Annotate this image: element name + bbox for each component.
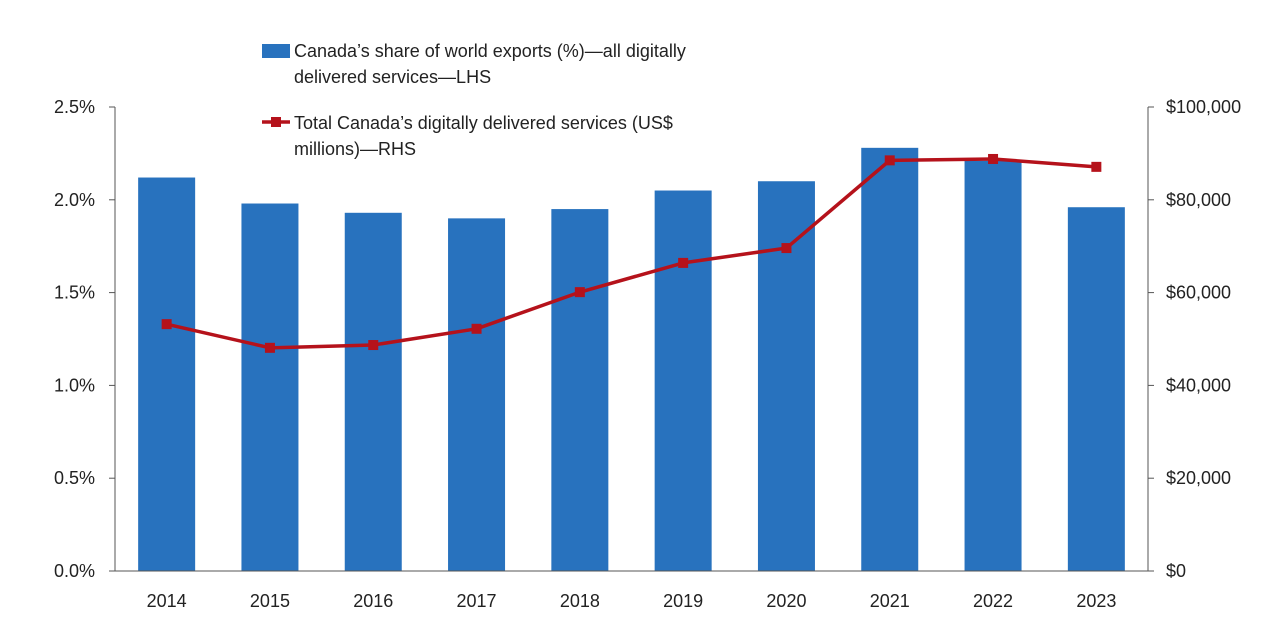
x-tick-label: 2018 [560, 591, 600, 611]
x-tick-label: 2017 [457, 591, 497, 611]
bar-2020 [757, 181, 815, 572]
right-tick-label: $80,000 [1166, 190, 1231, 210]
x-tick-label: 2016 [353, 591, 393, 611]
line-marker-2019 [678, 257, 689, 268]
x-tick-label: 2015 [250, 591, 290, 611]
legend-label-bar-line1: Canada’s share of world exports (%)—all … [294, 41, 686, 61]
legend-label-bar-line2: delivered services—LHS [294, 67, 491, 87]
x-tick-label: 2023 [1076, 591, 1116, 611]
left-tick-label: 1.5% [54, 283, 95, 303]
right-tick-label: $0 [1166, 561, 1186, 581]
legend-swatch-bar [262, 44, 290, 58]
right-tick-label: $60,000 [1166, 283, 1231, 303]
bar-2023 [1067, 207, 1125, 571]
x-tick-label: 2019 [663, 591, 703, 611]
legend-label-line-line1: Total Canada’s digitally delivered servi… [294, 113, 673, 133]
line-marker-2021 [884, 155, 895, 166]
line-path [166, 157, 1097, 350]
line-marker-2017 [471, 323, 482, 334]
left-tick-label: 0.5% [54, 468, 95, 488]
bar-2017 [448, 218, 506, 572]
bar-2021 [861, 147, 919, 571]
line-series [161, 153, 1102, 353]
bar-2016 [344, 212, 402, 572]
line-marker-2018 [574, 287, 585, 298]
x-tick-label: 2014 [147, 591, 187, 611]
right-tick-label: $20,000 [1166, 468, 1231, 488]
bar-2015 [241, 203, 299, 571]
line-marker-2015 [264, 342, 275, 353]
line-marker-2016 [368, 340, 379, 351]
x-tick-label: 2022 [973, 591, 1013, 611]
bar-2022 [964, 160, 1022, 571]
left-tick-label: 2.5% [54, 97, 95, 117]
axes: 0.0% 0.5% 1.0% 1.5% 2.0% 2.5% $0 $20,000 $40,000… [54, 97, 1241, 611]
line-marker-2023 [1091, 161, 1102, 172]
legend-swatch-marker [271, 117, 281, 127]
bar-series [138, 147, 1125, 572]
x-tick-label: 2021 [870, 591, 910, 611]
line-marker-2020 [781, 243, 792, 254]
x-tick-label: 2020 [766, 591, 806, 611]
line-marker-2014 [161, 319, 172, 330]
left-tick-label: 2.0% [54, 190, 95, 210]
bar-2018 [551, 209, 609, 571]
right-tick-label: $100,000 [1166, 97, 1241, 117]
left-tick-label: 1.0% [54, 375, 95, 395]
line-marker-2022 [988, 153, 999, 164]
left-tick-label: 0.0% [54, 561, 95, 581]
legend-label-line-line2: millions)—RHS [294, 139, 416, 159]
bar-2019 [654, 190, 712, 571]
bar-2014 [138, 177, 196, 571]
right-tick-label: $40,000 [1166, 375, 1231, 395]
legend: Canada’s share of world exports (%)—all … [262, 41, 686, 159]
